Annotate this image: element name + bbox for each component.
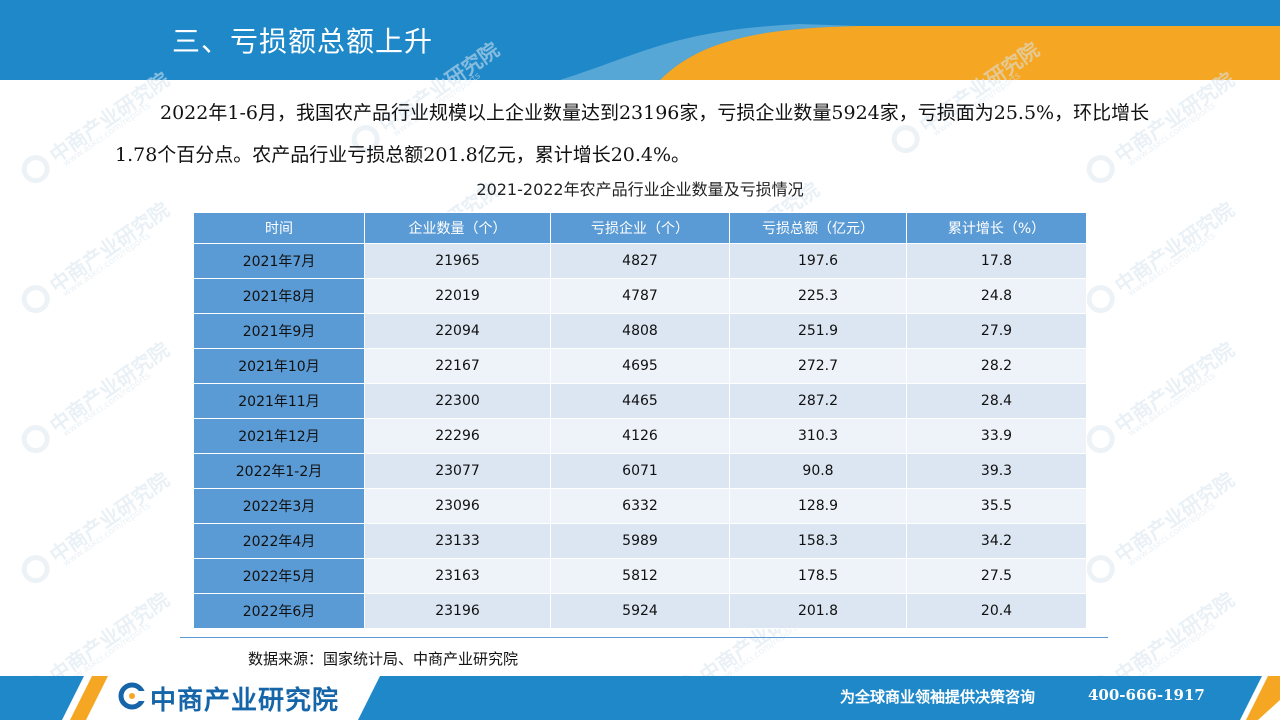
footer-bar: [0, 676, 1280, 720]
table-cell: 6071: [550, 453, 730, 489]
time-cell: 2021年7月: [193, 243, 365, 279]
column-header: 累计增长（%）: [906, 212, 1087, 244]
table-cell: 34.2: [906, 523, 1087, 559]
table-row: 2021年12月 22296 4126 310.3 33.9: [193, 418, 1087, 454]
table-cell: 22167: [364, 348, 551, 384]
table-cell: 5812: [550, 558, 730, 594]
table-cell: 272.7: [729, 348, 907, 384]
table-caption: 2021-2022年农产品行业企业数量及亏损情况: [476, 180, 804, 199]
footer-phone: 400-666-1917: [1088, 686, 1205, 704]
table-cell: 22296: [364, 418, 551, 454]
table-row: 2021年7月 21965 4827 197.6 17.8: [193, 243, 1087, 279]
table-header-row: 时间 企业数量（个） 亏损企业（个） 亏损总额（亿元） 累计增长（%）: [193, 212, 1087, 244]
table-row: 2021年11月 22300 4465 287.2 28.4: [193, 383, 1087, 419]
column-header: 时间: [193, 212, 365, 244]
table-cell: 27.9: [906, 313, 1087, 349]
table-cell: 6332: [550, 488, 730, 524]
time-cell: 2022年1-2月: [193, 453, 365, 489]
time-cell: 2021年10月: [193, 348, 365, 384]
time-cell: 2021年8月: [193, 278, 365, 314]
table-row: 2021年8月 22019 4787 225.3 24.8: [193, 278, 1087, 314]
table-cell: 22019: [364, 278, 551, 314]
column-header: 亏损总额（亿元）: [729, 212, 907, 244]
table-cell: 4827: [550, 243, 730, 279]
table-cell: 35.5: [906, 488, 1087, 524]
table-cell: 128.9: [729, 488, 907, 524]
table-cell: 39.3: [906, 453, 1087, 489]
table-row: 2021年10月 22167 4695 272.7 28.2: [193, 348, 1087, 384]
table-row: 2022年3月 23096 6332 128.9 35.5: [193, 488, 1087, 524]
table-cell: 4695: [550, 348, 730, 384]
table-cell: 4787: [550, 278, 730, 314]
header-bar: [0, 0, 1280, 80]
table-cell: 251.9: [729, 313, 907, 349]
time-cell: 2021年12月: [193, 418, 365, 454]
table-cell: 4126: [550, 418, 730, 454]
table-cell: 201.8: [729, 593, 907, 629]
time-cell: 2022年4月: [193, 523, 365, 559]
time-cell: 2022年6月: [193, 593, 365, 629]
intro-paragraph: 2022年1-6月，我国农产品行业规模以上企业数量达到23196家，亏损企业数量…: [115, 102, 1150, 166]
table-cell: 287.2: [729, 383, 907, 419]
table-cell: 28.4: [906, 383, 1087, 419]
table-row: 2022年1-2月 23077 6071 90.8 39.3: [193, 453, 1087, 489]
table-cell: 24.8: [906, 278, 1087, 314]
table-cell: 33.9: [906, 418, 1087, 454]
footer-logo: 中商产业研究院: [118, 678, 368, 716]
column-header: 亏损企业（个）: [550, 212, 730, 244]
table-cell: 20.4: [906, 593, 1087, 629]
table-row: 2022年6月 23196 5924 201.8 20.4: [193, 593, 1087, 629]
table-cell: 23133: [364, 523, 551, 559]
data-source-note: 数据来源：国家统计局、中商产业研究院: [248, 650, 519, 668]
time-cell: 2022年5月: [193, 558, 365, 594]
table-cell: 23196: [364, 593, 551, 629]
table-cell: 5989: [550, 523, 730, 559]
table-cell: 158.3: [729, 523, 907, 559]
logo-icon: [118, 682, 146, 710]
table-cell: 90.8: [729, 453, 907, 489]
time-cell: 2021年11月: [193, 383, 365, 419]
column-header: 企业数量（个）: [364, 212, 551, 244]
table-cell: 23163: [364, 558, 551, 594]
table-cell: 4808: [550, 313, 730, 349]
time-cell: 2022年3月: [193, 488, 365, 524]
footer-slogan: 为全球商业领袖提供决策咨询: [840, 688, 1036, 706]
logo-text: 中商产业研究院: [150, 686, 340, 716]
time-cell: 2021年9月: [193, 313, 365, 349]
table-cell: 23077: [364, 453, 551, 489]
table-cell: 17.8: [906, 243, 1087, 279]
table-cell: 23096: [364, 488, 551, 524]
table-row: 2021年9月 22094 4808 251.9 27.9: [193, 313, 1087, 349]
table-cell: 197.6: [729, 243, 907, 279]
table-cell: 310.3: [729, 418, 907, 454]
table-row: 2022年4月 23133 5989 158.3 34.2: [193, 523, 1087, 559]
page-title: 三、亏损额总额上升: [172, 25, 434, 58]
source-divider: [180, 637, 1108, 638]
table-cell: 27.5: [906, 558, 1087, 594]
table-row: 2022年5月 23163 5812 178.5 27.5: [193, 558, 1087, 594]
data-table: 时间 企业数量（个） 亏损企业（个） 亏损总额（亿元） 累计增长（%） 2021…: [193, 212, 1087, 629]
table-cell: 4465: [550, 383, 730, 419]
table-cell: 21965: [364, 243, 551, 279]
table-cell: 225.3: [729, 278, 907, 314]
table-cell: 22300: [364, 383, 551, 419]
table-cell: 178.5: [729, 558, 907, 594]
table-cell: 5924: [550, 593, 730, 629]
table-cell: 28.2: [906, 348, 1087, 384]
table-cell: 22094: [364, 313, 551, 349]
